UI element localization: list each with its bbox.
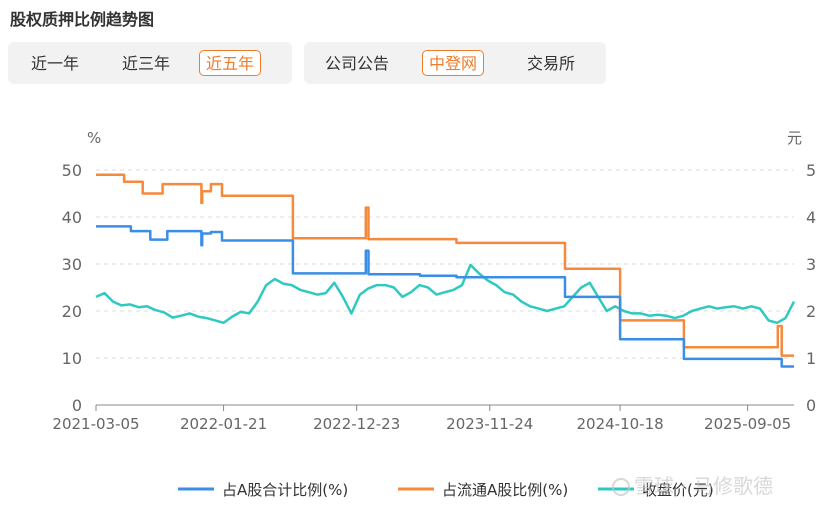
tab-range-3y[interactable]: 近三年 <box>122 54 171 73</box>
tab-source-exchange[interactable]: 交易所 <box>527 54 576 73</box>
legend: 占A股合计比例(%) 占流通A股比例(%) 收盘价(元) <box>178 481 714 499</box>
tab-range-5y[interactable]: 近五年 <box>199 50 262 76</box>
y-left-tick-label: 0 <box>72 396 82 415</box>
watermark-text: 雪球 · 马修歌德 <box>634 474 774 498</box>
y-right-tick-label: 5 <box>806 161 816 180</box>
y-left-tick-label: 30 <box>62 255 82 274</box>
tab-range-1y[interactable]: 近一年 <box>31 54 80 73</box>
series-line-2 <box>95 263 796 325</box>
y-left-unit-label: % <box>87 129 101 147</box>
tab-source-csdc[interactable]: 中登网 <box>422 50 485 76</box>
y-right-tick-label: 1 <box>806 349 816 368</box>
x-tick-label: 2022-12-23 <box>313 415 400 433</box>
y-left-tick-label: 50 <box>62 161 82 180</box>
legend-label: 收盘价(元) <box>642 481 714 499</box>
series-lines <box>95 173 796 368</box>
y-right-tick-label: 2 <box>806 302 816 321</box>
series-line-0 <box>96 225 794 368</box>
legend-label: 占流通A股比例(%) <box>442 481 568 499</box>
y-right-tick-label: 4 <box>806 208 816 227</box>
range-tab-group: 近一年 近三年 近五年 <box>8 42 292 84</box>
page-title: 股权质押比例趋势图 <box>10 10 155 29</box>
legend-label: 占A股合计比例(%) <box>222 481 348 499</box>
x-tick-label: 2025-09-05 <box>704 415 791 433</box>
y-left-tick-label: 20 <box>62 302 82 321</box>
x-tick-label: 2021-03-05 <box>52 415 139 433</box>
snowball-logo-icon <box>612 478 630 496</box>
y-right-tick-label: 3 <box>806 255 816 274</box>
y-left-tick-label: 40 <box>62 208 82 227</box>
series-line-1 <box>96 173 794 357</box>
watermark: 雪球 · 马修歌德 <box>612 470 773 499</box>
y-left-tick-label: 10 <box>62 349 82 368</box>
y-right-tick-label: 0 <box>806 396 816 415</box>
x-tick-label: 2024-10-18 <box>577 415 664 433</box>
x-tick-label: 2022-01-21 <box>180 415 267 433</box>
axes: % 元 0 10 20 30 40 50 0 1 2 3 4 5 2021-03-05 2022-01-2… <box>52 129 816 433</box>
source-tab-group: 公司公告 中登网 交易所 <box>304 42 606 84</box>
x-tick-label: 2023-11-24 <box>446 415 533 433</box>
y-right-unit-label: 元 <box>787 129 802 147</box>
tab-source-announcement[interactable]: 公司公告 <box>325 54 390 73</box>
